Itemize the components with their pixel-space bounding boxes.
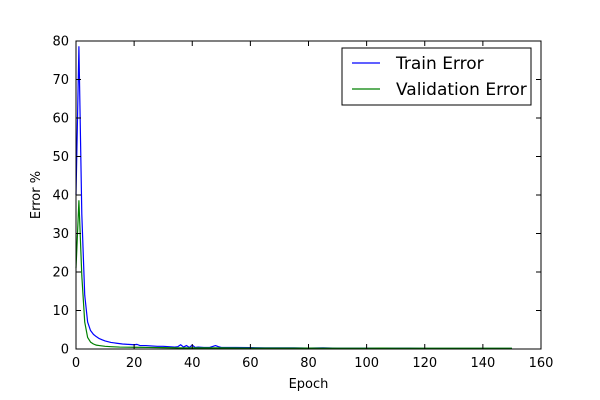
y-tick-label: 60 <box>52 112 69 127</box>
y-tick-label: 70 <box>52 73 69 88</box>
y-tick-label: 10 <box>52 304 69 319</box>
y-tick-label: 20 <box>52 266 69 281</box>
x-tick-label: 40 <box>184 356 201 371</box>
x-tick-label: 20 <box>126 356 143 371</box>
legend: Train Error Validation Error <box>341 47 532 106</box>
x-tick-label: 120 <box>412 356 437 371</box>
y-tick-label: 80 <box>52 35 69 50</box>
y-tick-label: 30 <box>52 227 69 242</box>
x-axis-label: Epoch <box>289 377 329 392</box>
y-tick-label: 0 <box>61 343 69 358</box>
x-tick-label: 160 <box>529 356 554 371</box>
x-tick-label: 100 <box>354 356 379 371</box>
legend-box <box>341 47 532 106</box>
legend-label-train-error: Train Error <box>395 54 484 74</box>
ticks-layer: 0 20 40 60 80 100 120 140 160 0 10 20 30 40 50 60 70 80 <box>52 35 553 372</box>
y-tick-label: 40 <box>52 189 69 204</box>
x-tick-label: 80 <box>300 356 317 371</box>
x-tick-label: 60 <box>242 356 259 371</box>
legend-label-validation-error: Validation Error <box>396 80 527 100</box>
series-line-validation-error <box>75 200 512 349</box>
x-tick-label: 0 <box>72 356 80 371</box>
y-axis-label: Error % <box>29 171 44 219</box>
y-tick-label: 50 <box>52 150 69 165</box>
x-tick-label: 140 <box>470 356 495 371</box>
series-layer <box>75 46 512 350</box>
